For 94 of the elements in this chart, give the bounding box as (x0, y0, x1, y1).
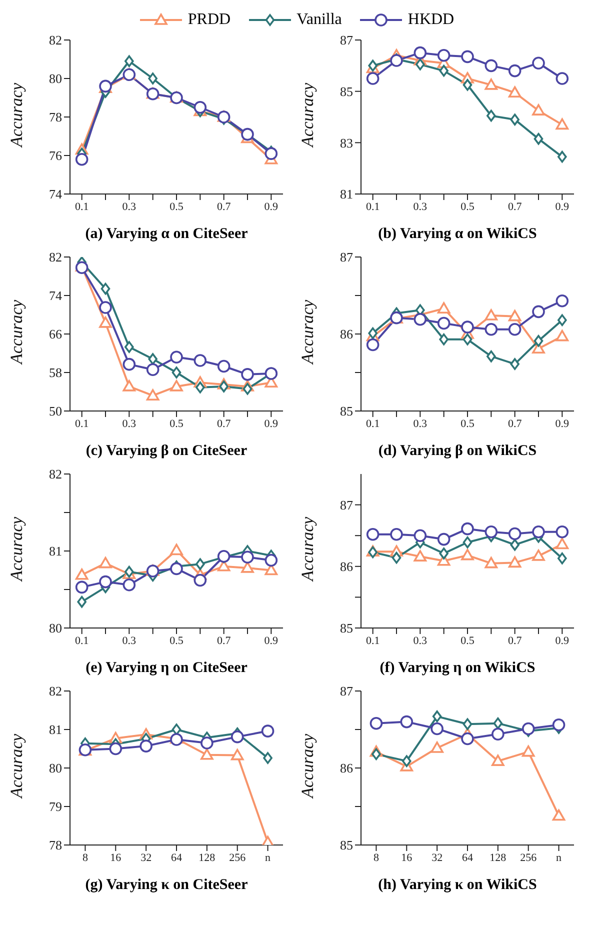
y-axis-title: Accuracy (7, 733, 26, 799)
y-tick-label: 80 (49, 71, 62, 86)
y-tick-label: 76 (49, 148, 62, 164)
y-tick-label: 78 (49, 110, 62, 125)
text: (a) Varying α on CiteSeer (84, 226, 248, 243)
x-tick-label: 0.9 (555, 200, 570, 213)
x-tick-label: 0.7 (216, 634, 232, 647)
x-tick-label: 64 (462, 852, 474, 864)
x-tick-label: 0.1 (366, 634, 380, 647)
text: (b) Varying α on WikiCS (377, 226, 537, 243)
x-tick-label: 256 (520, 852, 538, 864)
x-tick-label: 0.1 (366, 418, 380, 430)
x-tick-label: 0.3 (122, 418, 137, 430)
y-tick-label: 79 (49, 799, 62, 814)
x-tick-label: 8 (82, 852, 88, 864)
x-tick-label: 0.3 (122, 200, 137, 213)
y-tick-label: 87 (340, 250, 354, 265)
y-tick-label: 85 (340, 838, 353, 853)
y-tick-label: 58 (49, 365, 62, 380)
x-tick-label: 0.9 (264, 418, 279, 430)
x-tick-label: 16 (110, 852, 122, 864)
x-tick-label: 0.5 (460, 200, 475, 213)
y-axis-title: Accuracy (7, 516, 26, 582)
x-tick-label: 8 (373, 852, 380, 864)
y-tick-label: 87 (340, 497, 354, 512)
text: (c) Varying β on CiteSeer (84, 443, 248, 460)
y-tick-label: 80 (49, 620, 62, 636)
x-tick-label: 0.1 (74, 634, 89, 647)
x-tick-label: 0.7 (216, 200, 232, 213)
y-axis-title: Accuracy (298, 299, 318, 365)
y-tick-label: 74 (49, 288, 62, 304)
x-tick-label: 0.9 (555, 418, 570, 430)
y-tick-label: 85 (340, 84, 353, 99)
y-tick-label: 81 (49, 544, 62, 559)
y-tick-label: 81 (49, 722, 62, 738)
x-tick-label: 0.5 (460, 634, 475, 647)
y-axis-title: Accuracy (7, 299, 26, 365)
x-tick-label: 16 (401, 852, 413, 864)
y-tick-label: 85 (340, 620, 353, 636)
x-tick-label: n (265, 852, 272, 864)
y-tick-label: 78 (49, 838, 62, 853)
y-tick-label: 85 (340, 404, 353, 419)
y-tick-label: 87 (340, 32, 354, 48)
y-tick-label: 83 (340, 135, 353, 150)
y-tick-label: 82 (49, 250, 62, 265)
y-axis-title: Accuracy (7, 82, 26, 148)
y-tick-label: 80 (49, 760, 62, 776)
text: (e) Varying η on CiteSeer (84, 660, 248, 677)
y-tick-label: 87 (340, 684, 354, 699)
x-tick-label: 128 (490, 852, 507, 864)
y-tick-label: 74 (49, 186, 62, 202)
x-tick-label: 0.5 (170, 200, 184, 213)
y-tick-label: 82 (49, 684, 62, 699)
x-tick-label: 0.7 (508, 634, 522, 647)
x-tick-label: 32 (140, 852, 152, 864)
y-tick-label: 81 (340, 186, 353, 202)
y-axis-title: Accuracy (298, 82, 318, 148)
y-tick-label: 82 (49, 32, 62, 48)
x-tick-label: 0.5 (170, 418, 184, 430)
legend-label: HKDD (408, 11, 454, 29)
text: (d) Varying β on WikiCS (377, 443, 537, 460)
x-tick-label: 0.5 (460, 418, 475, 430)
x-tick-label: 256 (229, 852, 246, 864)
x-tick-label: 0.5 (170, 634, 184, 647)
text: (g) Varying κ on CiteSeer (84, 877, 248, 894)
legend-label: Vanilla (296, 11, 342, 29)
x-tick-label: 128 (198, 852, 216, 864)
x-tick-label: 0.9 (555, 634, 570, 647)
x-tick-label: 0.1 (74, 200, 89, 213)
text: (h) Varying κ on WikiCS (377, 877, 537, 894)
x-tick-label: 0.7 (508, 200, 522, 213)
x-tick-label: 0.7 (508, 418, 522, 430)
x-tick-label: 0.7 (216, 418, 232, 430)
x-tick-label: 32 (432, 852, 443, 864)
x-tick-label: 64 (171, 852, 182, 864)
y-tick-label: 66 (49, 326, 62, 342)
x-tick-label: 0.1 (366, 200, 380, 213)
x-tick-label: 0.3 (413, 418, 428, 430)
y-tick-label: 86 (340, 760, 354, 776)
y-tick-label: 50 (49, 404, 62, 419)
x-tick-label: 0.1 (74, 418, 89, 430)
x-tick-label: 0.3 (413, 200, 428, 213)
y-axis-title: Accuracy (298, 516, 318, 582)
text: (f) Varying η on WikiCS (378, 660, 536, 677)
x-tick-label: 0.3 (122, 634, 137, 647)
x-tick-label: 0.9 (264, 634, 279, 647)
y-tick-label: 86 (340, 326, 354, 342)
y-tick-label: 82 (49, 466, 62, 482)
y-axis-title: Accuracy (298, 733, 318, 799)
legend-label: PRDD (188, 11, 231, 29)
x-tick-label: n (556, 852, 562, 864)
x-tick-label: 0.3 (413, 634, 428, 647)
x-tick-label: 0.9 (264, 200, 279, 213)
y-tick-label: 86 (340, 559, 354, 574)
